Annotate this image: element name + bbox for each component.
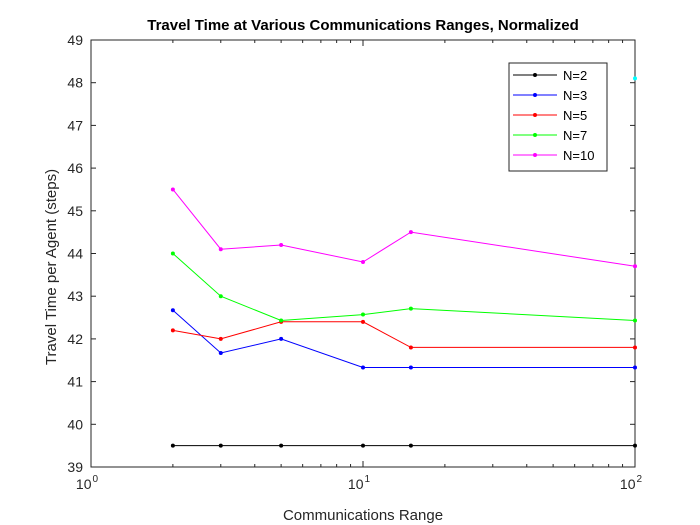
data-point [633,365,637,370]
y-axis-label: Travel Time per Agent (steps) [43,169,60,365]
data-point [408,306,413,311]
data-point [170,187,175,192]
y-tick-label: 41 [67,374,83,390]
y-tick-label: 48 [67,75,83,91]
series-n-2 [170,443,637,448]
y-tick-label: 43 [67,288,83,304]
data-point [633,318,637,323]
data-point [170,308,175,313]
y-tick-label: 40 [67,416,83,432]
data-point [361,312,365,317]
x-tick-label: 100 [76,474,99,492]
data-point [361,365,365,370]
data-point [218,336,223,341]
series-layer [170,76,637,448]
data-point [170,443,175,448]
legend-label: N=5 [563,108,587,123]
legend: N=2 N=3 N=5 N=7 N=10 [508,62,608,172]
data-point [279,443,284,448]
y-tick-label: 47 [67,117,83,133]
y-tick-label: 44 [67,246,83,262]
chart-title: Travel Time at Various Communications Ra… [147,17,579,34]
legend-label: N=3 [563,88,587,103]
data-point [218,294,223,299]
y-tick-label: 45 [67,203,83,219]
data-point [633,345,637,350]
data-point [408,443,413,448]
data-point [408,345,413,350]
series-line [172,309,635,368]
y-tick-label: 49 [67,32,83,48]
data-point [218,247,223,252]
legend-label: N=2 [563,68,587,83]
legend-marker [533,93,537,97]
data-point [408,230,413,235]
legend-box [508,62,608,172]
y-tick-label: 42 [67,331,83,347]
data-point [361,260,365,265]
data-point [170,251,175,256]
x-tick-label: 101 [348,474,371,492]
y-tick-label: 39 [67,459,83,475]
series-line [172,321,635,348]
data-point [218,350,223,355]
legend-marker [533,153,537,157]
data-point [361,443,365,448]
data-point [408,365,413,370]
series-n-3 [170,308,637,370]
y-axis: 39 40 41 42 43 44 45 46 47 48 49 [67,32,635,475]
legend-marker [533,133,537,137]
data-point [279,336,284,341]
data-point [170,328,175,333]
legend-label: N=7 [563,128,587,143]
series-line [172,253,636,322]
extra-data-point [633,76,637,81]
legend-marker [533,113,537,117]
x-axis-label: Communications Range [283,507,443,524]
data-point [218,443,223,448]
legend-marker [533,73,537,77]
series-n-10 [170,187,637,269]
x-tick-label: 102 [620,474,643,492]
y-tick-label: 46 [67,160,83,176]
legend-label: N=10 [563,148,594,163]
data-point [279,242,284,247]
data-point [361,319,365,324]
series-n-7 [170,251,637,323]
data-point [633,443,637,448]
series-line [172,189,636,267]
data-point [633,264,637,269]
data-point [279,318,284,323]
